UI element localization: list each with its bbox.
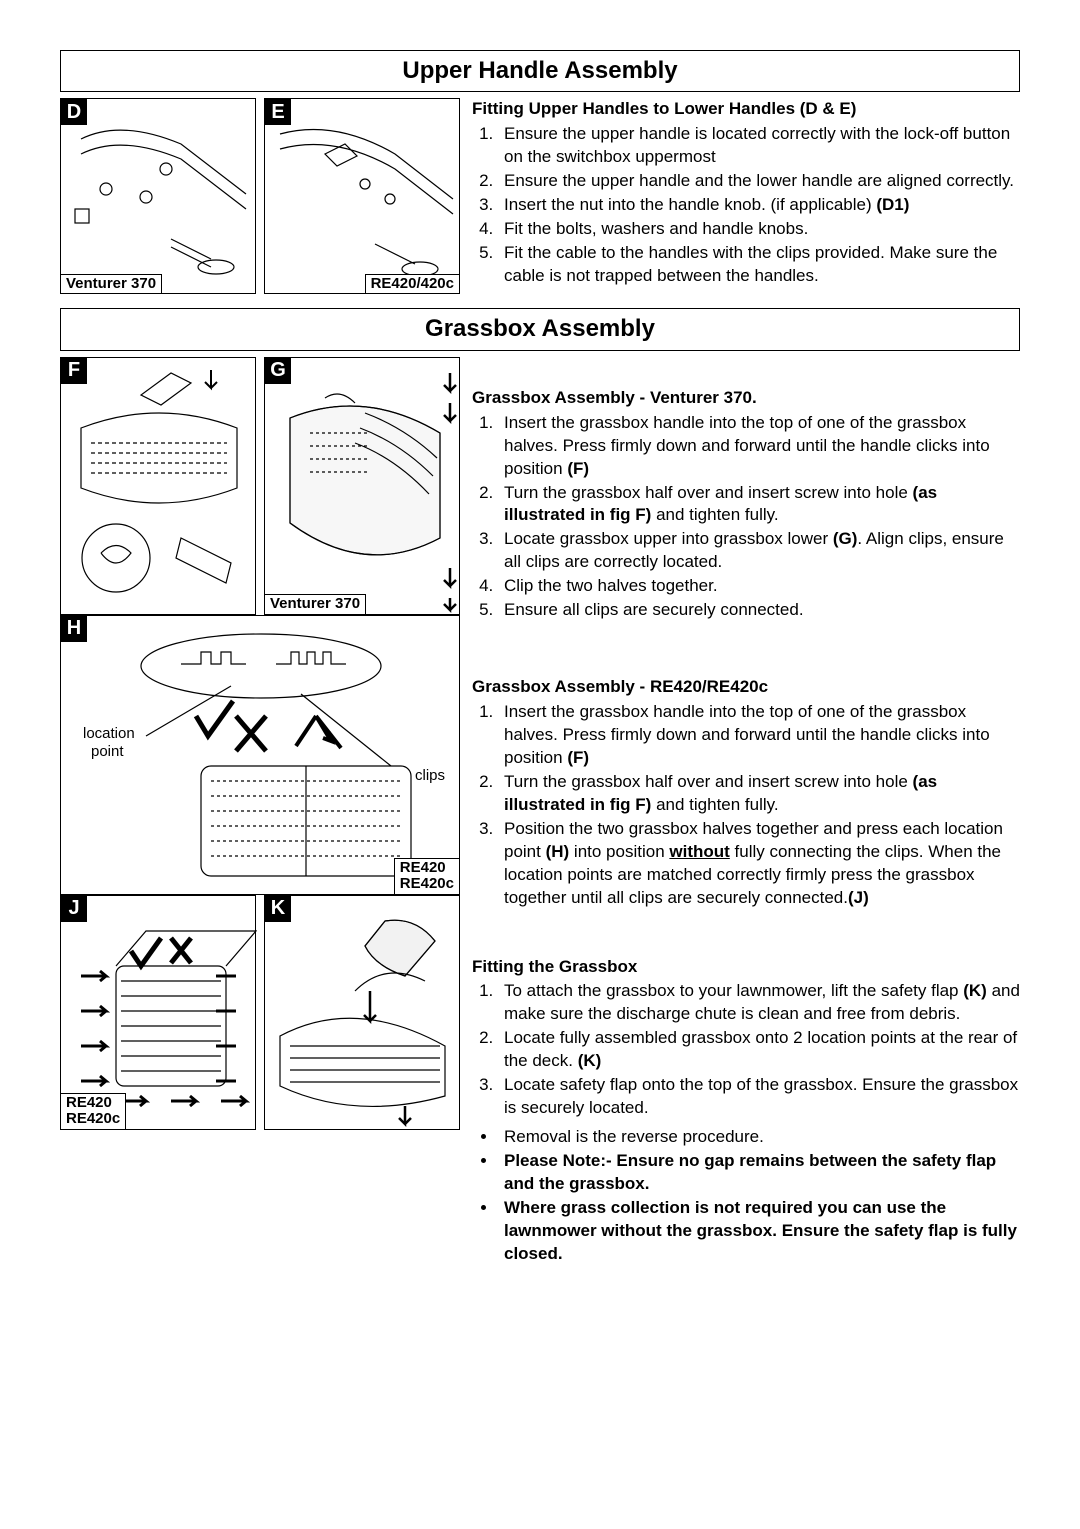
b1-step5: Ensure all clips are securely connected. [498, 599, 1020, 622]
section2-figures: F G [60, 357, 460, 1267]
figure-k-letter: K [265, 896, 291, 922]
s1-step2: Ensure the upper handle and the lower ha… [498, 170, 1020, 193]
b3-bullet3: Where grass collection is not required y… [498, 1197, 1020, 1266]
section1-title: Upper Handle Assembly [60, 50, 1020, 92]
figure-h-label-clips: clips [415, 766, 445, 786]
figure-e-letter: E [265, 99, 291, 125]
figure-g-caption: Venturer 370 [264, 594, 366, 615]
block3-heading: Fitting the Grassbox [472, 956, 1020, 979]
figure-j: J RE420RE420c [60, 895, 256, 1130]
figure-g-letter: G [265, 358, 291, 384]
b3-step2: Locate fully assembled grassbox onto 2 l… [498, 1027, 1020, 1073]
s1-step5: Fit the cable to the handles with the cl… [498, 242, 1020, 288]
b1-step4: Clip the two halves together. [498, 575, 1020, 598]
b1-step2: Turn the grassbox half over and insert s… [498, 482, 1020, 528]
section2-title: Grassbox Assembly [60, 308, 1020, 350]
b2-step1: Insert the grassbox handle into the top … [498, 701, 1020, 770]
figure-e-caption: RE420/420c [365, 274, 460, 295]
b3-bullet2: Please Note:- Ensure no gap remains betw… [498, 1150, 1020, 1196]
figure-h-label-point: point [91, 742, 124, 762]
section1-steps: Ensure the upper handle is located corre… [472, 123, 1020, 288]
s1-step1: Ensure the upper handle is located corre… [498, 123, 1020, 169]
section2-text: Grassbox Assembly - Venturer 370. Insert… [472, 357, 1020, 1267]
figure-d: D Venturer 370 [60, 98, 256, 294]
b1-step3: Locate grassbox upper into grassbox lowe… [498, 528, 1020, 574]
figure-g-sketch [265, 358, 461, 616]
s1-step4: Fit the bolts, washers and handle knobs. [498, 218, 1020, 241]
section1-figures: D Venturer 370 E [60, 98, 460, 294]
b3-step1: To attach the grassbox to your lawnmower… [498, 980, 1020, 1026]
b2-step3: Position the two grassbox halves togethe… [498, 818, 1020, 910]
figure-f-sketch [61, 358, 257, 616]
figure-h-letter: H [61, 616, 87, 642]
block2-heading: Grassbox Assembly - RE420/RE420c [472, 676, 1020, 699]
section1-heading: Fitting Upper Handles to Lower Handles (… [472, 98, 1020, 121]
section1-row: D Venturer 370 E [60, 98, 1020, 294]
figure-e-sketch [265, 99, 461, 295]
figure-d-caption: Venturer 370 [60, 274, 162, 295]
figure-e: E RE420/420c [264, 98, 460, 294]
figure-d-sketch [61, 99, 257, 295]
block3-steps: To attach the grassbox to your lawnmower… [472, 980, 1020, 1120]
figure-j-caption: RE420RE420c [60, 1093, 126, 1130]
figure-g: G Venturer 370 [264, 357, 460, 615]
s1-step3: Insert the nut into the handle knob. (if… [498, 194, 1020, 217]
figure-k-sketch [265, 896, 461, 1131]
block1-steps: Insert the grassbox handle into the top … [472, 412, 1020, 622]
figure-j-letter: J [61, 896, 87, 922]
figure-f-letter: F [61, 358, 87, 384]
b3-step3: Locate safety flap onto the top of the g… [498, 1074, 1020, 1120]
b2-step2: Turn the grassbox half over and insert s… [498, 771, 1020, 817]
b1-step1: Insert the grassbox handle into the top … [498, 412, 1020, 481]
figure-h: H location point clips RE [60, 615, 460, 895]
figure-d-letter: D [61, 99, 87, 125]
block2-steps: Insert the grassbox handle into the top … [472, 701, 1020, 909]
figure-f: F [60, 357, 256, 615]
figure-k: K [264, 895, 460, 1130]
b3-bullet1: Removal is the reverse procedure. [498, 1126, 1020, 1149]
block1-heading: Grassbox Assembly - Venturer 370. [472, 387, 1020, 410]
block3-bullets: Removal is the reverse procedure. Please… [472, 1126, 1020, 1266]
section2-row: F G [60, 357, 1020, 1267]
figure-h-caption: RE420RE420c [394, 858, 460, 895]
section1-text: Fitting Upper Handles to Lower Handles (… [472, 98, 1020, 294]
